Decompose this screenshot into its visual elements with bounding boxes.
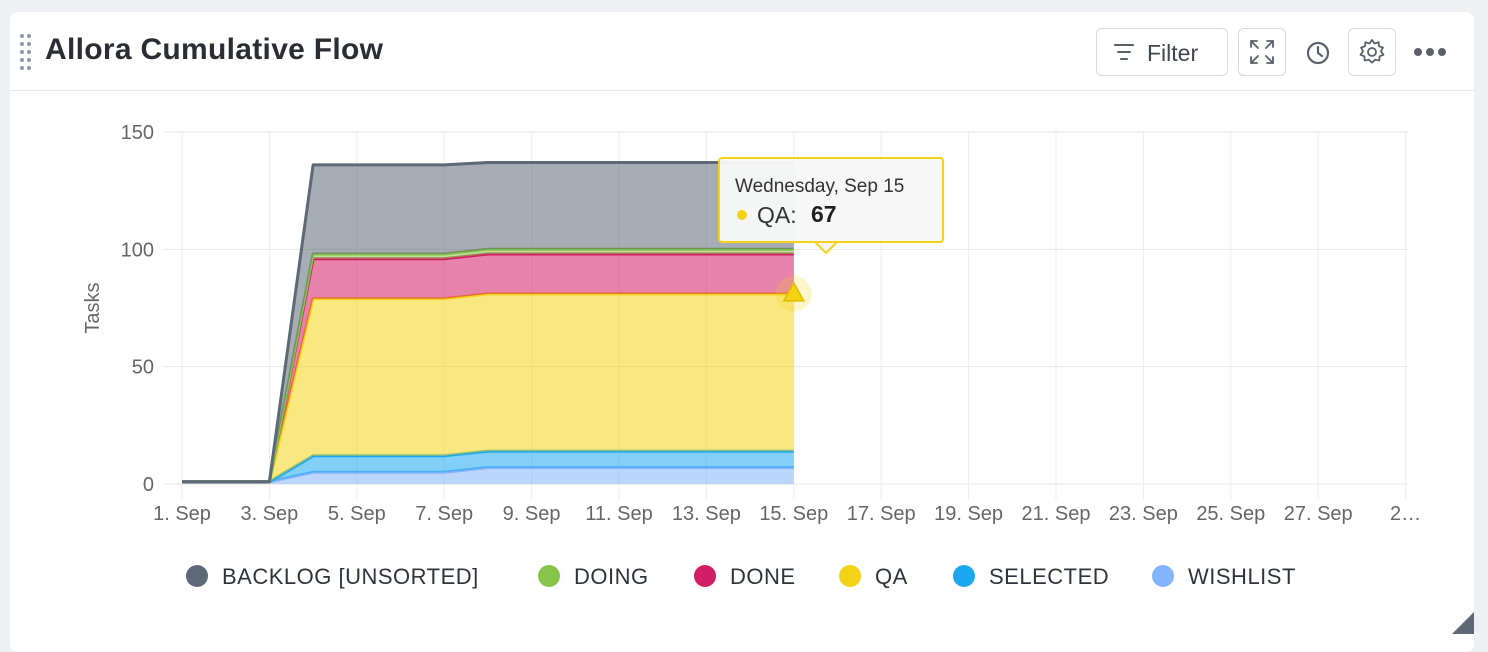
widget-header: Allora Cumulative Flow Filter bbox=[10, 12, 1474, 91]
x-tick-label: 23. Sep bbox=[1109, 503, 1178, 525]
x-tick-label: 21. Sep bbox=[1022, 503, 1091, 525]
area-done bbox=[182, 254, 794, 482]
filter-label: Filter bbox=[1147, 40, 1199, 66]
legend-swatch bbox=[538, 565, 560, 587]
legend-item[interactable]: QA bbox=[839, 564, 908, 589]
x-tick-label: 15. Sep bbox=[759, 503, 828, 525]
gear-icon bbox=[1359, 39, 1385, 64]
legend-swatch bbox=[839, 565, 861, 587]
legend-item[interactable]: SELECTED bbox=[953, 564, 1109, 589]
x-tick-label: 9. Sep bbox=[503, 503, 561, 525]
x-tick-label: 1. Sep bbox=[153, 503, 211, 525]
legend-swatch bbox=[1152, 565, 1174, 587]
hover-marker bbox=[782, 281, 806, 302]
area-selected bbox=[182, 451, 794, 482]
y-axis-title: Tasks bbox=[82, 282, 104, 333]
x-tick-label: 19. Sep bbox=[934, 503, 1003, 525]
legend-label: DOING bbox=[574, 564, 649, 589]
tooltip-date: Wednesday, Sep 15 bbox=[735, 176, 905, 197]
area-qa bbox=[182, 293, 794, 482]
resize-handle[interactable] bbox=[1452, 612, 1474, 634]
legend-item[interactable]: DOING bbox=[538, 564, 649, 589]
y-tick-label: 0 bbox=[143, 474, 154, 496]
tooltip-value: 67 bbox=[811, 201, 837, 227]
x-tick-label: 3. Sep bbox=[240, 503, 298, 525]
legend-label: WISHLIST bbox=[1188, 564, 1296, 589]
drag-handle-icon[interactable] bbox=[20, 34, 34, 70]
chart-tooltip: Wednesday, Sep 15 QA: 67 bbox=[718, 157, 944, 243]
area-wishlist bbox=[182, 467, 794, 484]
tooltip-series-name: QA: bbox=[757, 202, 797, 228]
area-backlog-unsorted bbox=[182, 162, 794, 482]
line-backlog-unsorted bbox=[182, 161, 794, 484]
x-tick-label: 25. Sep bbox=[1196, 503, 1265, 525]
x-tick-label: 5. Sep bbox=[328, 503, 386, 525]
y-tick-label: 100 bbox=[121, 239, 154, 261]
x-tick-label: 13. Sep bbox=[672, 503, 741, 525]
expand-button[interactable] bbox=[1238, 28, 1286, 76]
legend-swatch bbox=[953, 565, 975, 587]
y-tick-label: 150 bbox=[121, 122, 154, 144]
legend-label: SELECTED bbox=[989, 564, 1109, 589]
legend-label: DONE bbox=[730, 564, 796, 589]
legend-item[interactable]: WISHLIST bbox=[1152, 564, 1296, 589]
legend-swatch bbox=[694, 565, 716, 587]
expand-icon bbox=[1250, 40, 1274, 64]
filter-icon bbox=[1114, 44, 1134, 60]
clock-icon[interactable] bbox=[1305, 40, 1331, 66]
widget-title: Allora Cumulative Flow bbox=[45, 33, 384, 66]
x-tick-label: 27. Sep bbox=[1284, 503, 1353, 525]
more-icon[interactable] bbox=[1412, 46, 1448, 58]
cumulative-flow-chart: 0 50 100 150 1. Sep 3. Sep 5. Sep 7. Sep 9. Sep 1… bbox=[82, 122, 1421, 589]
widget-card: Allora Cumulative Flow Filter bbox=[10, 12, 1474, 652]
legend-label: BACKLOG [UNSORTED] bbox=[222, 564, 479, 589]
x-tick-label: 2… bbox=[1390, 503, 1421, 525]
legend-label: QA bbox=[875, 564, 908, 589]
legend-swatch bbox=[186, 565, 208, 587]
y-tick-label: 50 bbox=[132, 357, 154, 379]
x-tick-label: 17. Sep bbox=[847, 503, 916, 525]
legend-item[interactable]: BACKLOG [UNSORTED] bbox=[186, 564, 479, 589]
tooltip-series-dot bbox=[737, 210, 747, 220]
legend-item[interactable]: DONE bbox=[694, 564, 796, 589]
x-tick-label: 7. Sep bbox=[415, 503, 473, 525]
x-tick-label: 11. Sep bbox=[585, 503, 652, 525]
settings-button[interactable] bbox=[1348, 28, 1396, 76]
filter-button[interactable]: Filter bbox=[1096, 28, 1228, 76]
